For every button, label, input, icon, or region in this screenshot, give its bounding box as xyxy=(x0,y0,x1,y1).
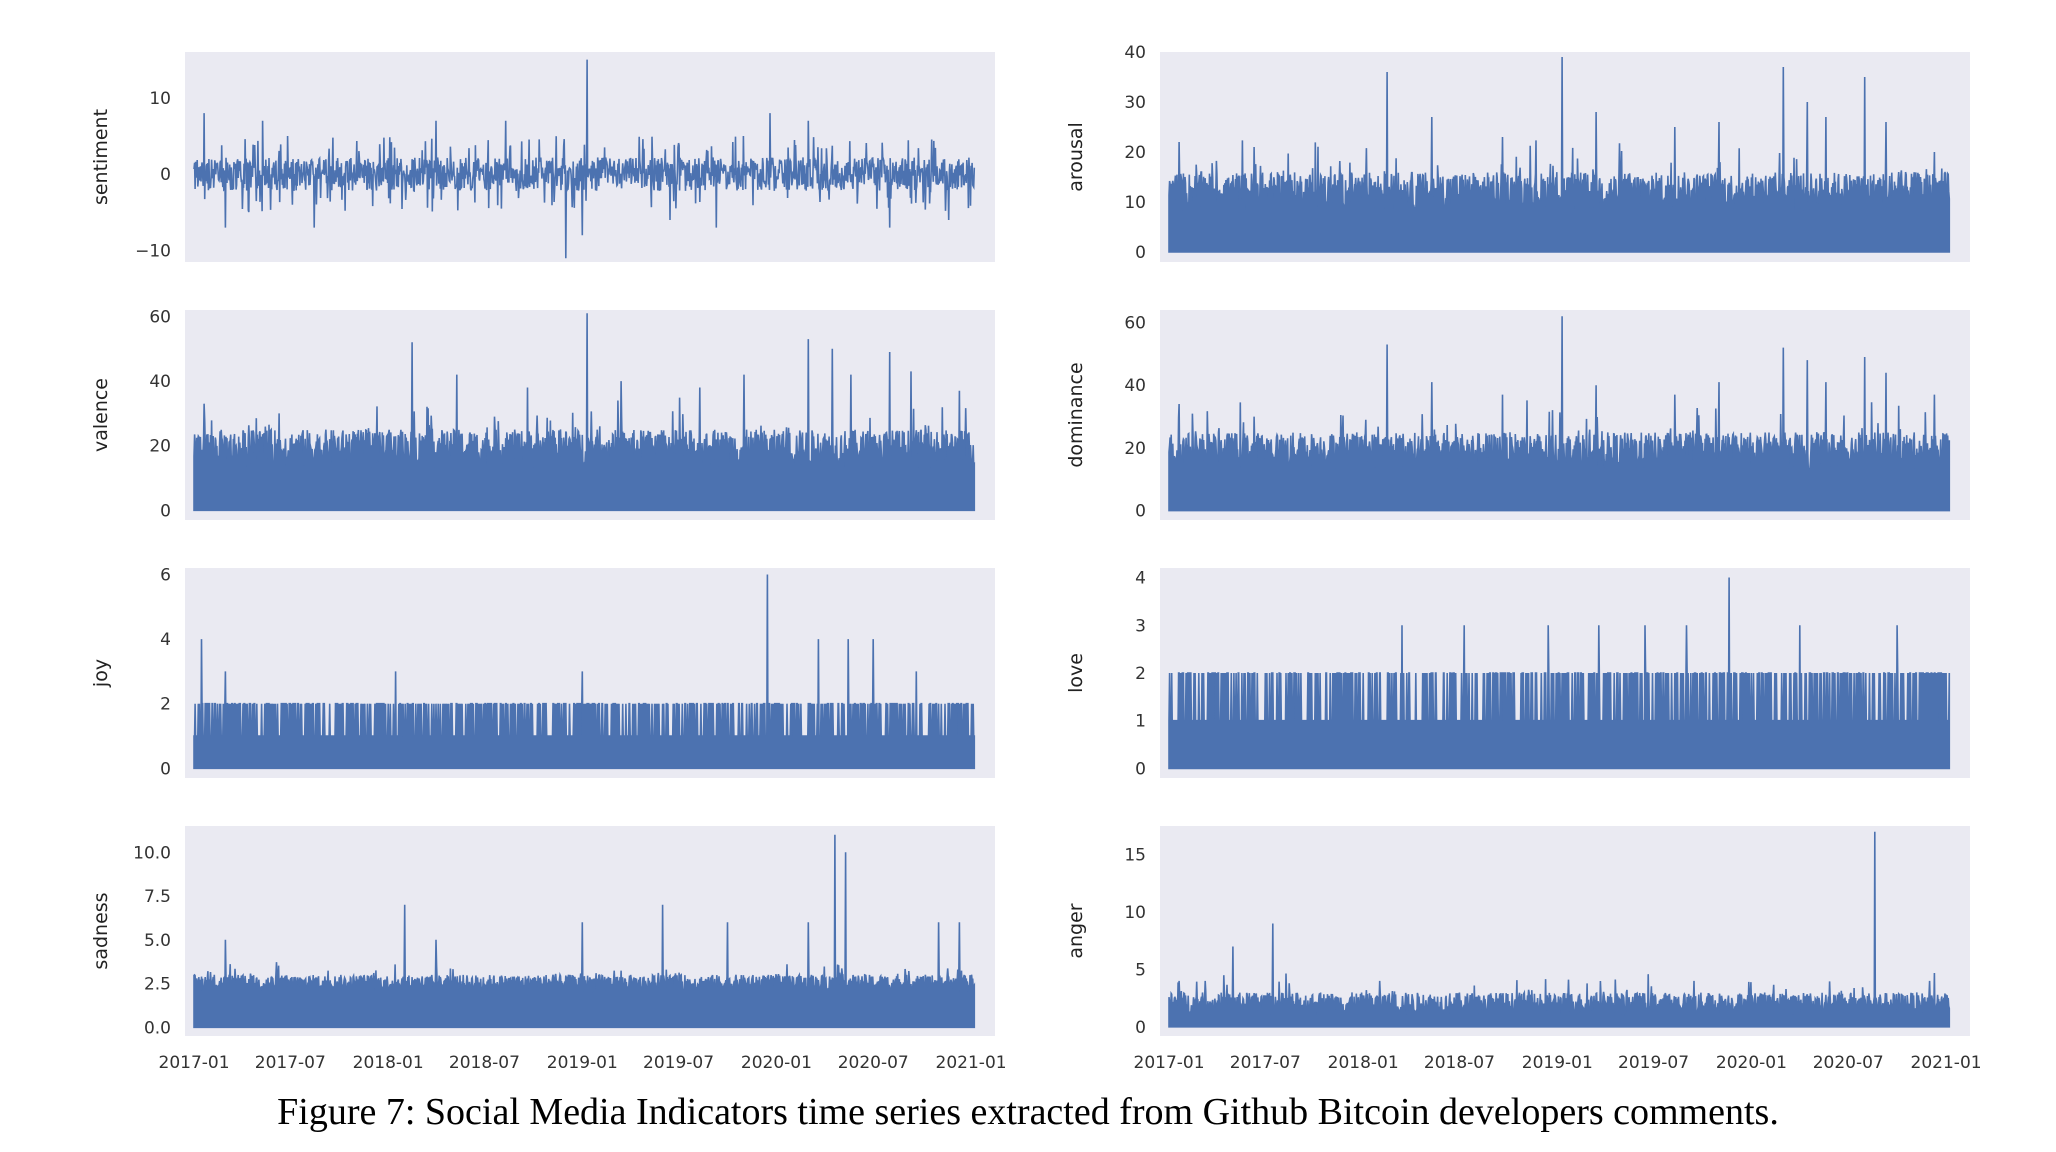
series-area-love xyxy=(1168,577,1951,770)
y-tick-label: 7.5 xyxy=(144,887,171,907)
y-tick-label: 60 xyxy=(1124,314,1146,334)
subplot-sentiment: −10 0 10 sentiment xyxy=(90,52,995,262)
figure: −10010sentiment010203040arousal0204060va… xyxy=(90,43,1982,1073)
y-tick-label: 10 xyxy=(1124,193,1146,213)
y-axis-label: anger xyxy=(1065,903,1087,958)
series-area-anger xyxy=(1168,831,1951,1028)
y-tick-label: 2 xyxy=(160,695,171,715)
x-tick-label: 2017-07 xyxy=(255,1053,326,1073)
y-tick-label: 0 xyxy=(160,501,171,521)
series-area-valence xyxy=(193,313,976,512)
y-axis-label: love xyxy=(1065,653,1087,693)
x-tick-label: 2021-01 xyxy=(936,1053,1007,1073)
x-tick-label: 2017-07 xyxy=(1230,1053,1301,1073)
y-axis-label: sadness xyxy=(90,892,112,969)
x-tick-label: 2020-07 xyxy=(838,1053,909,1073)
y-tick-label: 2 xyxy=(1135,664,1146,684)
y-tick-label: 20 xyxy=(1124,439,1146,459)
y-axis-label: valence xyxy=(90,378,112,452)
y-tick-label: 0 xyxy=(160,165,171,185)
y-tick-label: 0.0 xyxy=(144,1018,171,1038)
x-tick-label: 2018-07 xyxy=(449,1053,520,1073)
y-tick-label: 1 xyxy=(1135,712,1146,732)
x-tick-label: 2017-01 xyxy=(159,1053,230,1073)
x-tick-label: 2020-01 xyxy=(1716,1053,1787,1073)
y-axis-label: dominance xyxy=(1065,362,1087,467)
x-tick-label: 2018-01 xyxy=(1328,1053,1399,1073)
x-tick-label: 2019-01 xyxy=(547,1053,618,1073)
x-tick-label: 2019-07 xyxy=(643,1053,714,1073)
subplot-dominance: 0 20 40 60 dominance xyxy=(1065,310,1970,522)
y-tick-label: 5.0 xyxy=(144,931,171,951)
y-tick-label: 60 xyxy=(149,307,171,327)
x-tick-label: 2021-01 xyxy=(1911,1053,1982,1073)
series-area-sadness xyxy=(193,834,976,1029)
series-area-arousal xyxy=(1168,56,1951,253)
y-tick-label: 20 xyxy=(1124,143,1146,163)
y-tick-label: 40 xyxy=(149,372,171,392)
y-axis-label: sentiment xyxy=(90,109,112,205)
x-tick-label: 2020-01 xyxy=(741,1053,812,1073)
y-tick-label: 0 xyxy=(1135,1018,1146,1038)
subplot-sadness: 0.0 2.5 5.0 7.5 10.0 sadness 2017-01 2017-07 201… xyxy=(90,826,1007,1073)
x-tick-label: 2019-01 xyxy=(1522,1053,1593,1073)
y-tick-label: 40 xyxy=(1124,43,1146,63)
y-tick-label: 2.5 xyxy=(144,975,171,995)
subplot-anger: 0 5 10 15 anger 2017-01 2017-07 2018-01 2018-07 2… xyxy=(1065,826,1982,1073)
y-tick-label: 10.0 xyxy=(133,843,171,863)
y-tick-label: 6 xyxy=(160,565,171,585)
x-tick-label: 2018-07 xyxy=(1424,1053,1495,1073)
y-tick-label: 4 xyxy=(160,630,171,650)
series-area-dominance xyxy=(1168,316,1951,512)
y-tick-label: 0 xyxy=(1135,759,1146,779)
y-tick-label: 0 xyxy=(1135,502,1146,522)
y-tick-label: 15 xyxy=(1124,846,1146,866)
x-tick-label: 2019-07 xyxy=(1618,1053,1689,1073)
y-tick-label: 20 xyxy=(149,437,171,457)
y-tick-label: 3 xyxy=(1135,616,1146,636)
series-line-sentiment xyxy=(193,59,976,259)
x-tick-label: 2020-07 xyxy=(1813,1053,1884,1073)
subplot-valence: 0 20 40 60 valence xyxy=(90,307,995,521)
y-axis-label: arousal xyxy=(1065,122,1087,192)
y-tick-label: 10 xyxy=(149,89,171,109)
x-tick-label: 2017-01 xyxy=(1134,1053,1205,1073)
subplot-joy: 0 2 4 6 joy xyxy=(90,565,995,779)
y-tick-label: 4 xyxy=(1135,569,1146,589)
series-area-joy xyxy=(193,574,976,770)
y-tick-label: 0 xyxy=(160,759,171,779)
y-tick-label: 0 xyxy=(1135,243,1146,263)
y-tick-label: 5 xyxy=(1135,960,1146,980)
figure-caption: Figure 7: Social Media Indicators time s… xyxy=(277,1091,1779,1133)
y-tick-label: 30 xyxy=(1124,93,1146,113)
plot-background xyxy=(185,52,995,262)
subplot-love: 0 1 2 3 4 love xyxy=(1065,568,1970,779)
subplot-arousal: 0 10 20 30 40 arousal xyxy=(1065,43,1970,263)
y-tick-label: 40 xyxy=(1124,376,1146,396)
x-tick-label: 2018-01 xyxy=(353,1053,424,1073)
y-tick-label: 10 xyxy=(1124,903,1146,923)
y-tick-label: −10 xyxy=(135,242,171,262)
y-axis-label: joy xyxy=(90,659,112,688)
